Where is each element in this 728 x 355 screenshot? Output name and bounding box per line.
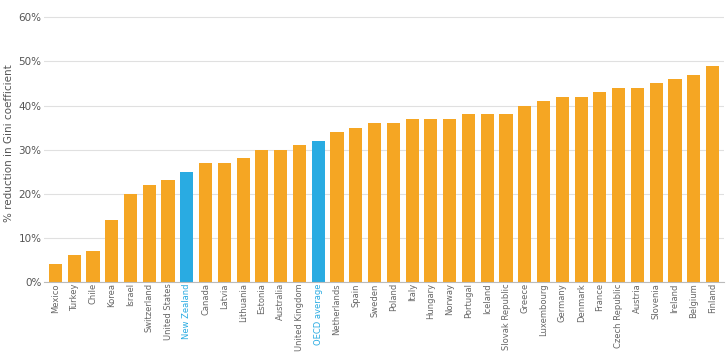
Bar — [87, 251, 100, 282]
Bar — [649, 83, 662, 282]
Bar — [274, 149, 288, 282]
Bar — [49, 264, 62, 282]
Bar — [593, 92, 606, 282]
Bar — [331, 132, 344, 282]
Y-axis label: % reduction in Gini coefficient: % reduction in Gini coefficient — [4, 64, 14, 222]
Bar — [162, 180, 175, 282]
Bar — [518, 105, 531, 282]
Bar — [199, 163, 212, 282]
Bar — [312, 141, 325, 282]
Bar — [555, 97, 569, 282]
Bar — [443, 119, 456, 282]
Bar — [105, 220, 118, 282]
Bar — [612, 88, 625, 282]
Bar — [687, 75, 700, 282]
Bar — [349, 127, 363, 282]
Bar — [537, 101, 550, 282]
Bar — [668, 79, 681, 282]
Bar — [218, 163, 231, 282]
Bar — [256, 149, 269, 282]
Bar — [181, 171, 194, 282]
Bar — [499, 114, 513, 282]
Bar — [405, 119, 419, 282]
Bar — [68, 255, 81, 282]
Bar — [293, 145, 306, 282]
Bar — [143, 185, 156, 282]
Bar — [368, 123, 381, 282]
Bar — [462, 114, 475, 282]
Bar — [631, 88, 644, 282]
Bar — [124, 194, 137, 282]
Bar — [574, 97, 587, 282]
Bar — [237, 158, 250, 282]
Bar — [706, 66, 719, 282]
Bar — [387, 123, 400, 282]
Bar — [480, 114, 494, 282]
Bar — [424, 119, 438, 282]
